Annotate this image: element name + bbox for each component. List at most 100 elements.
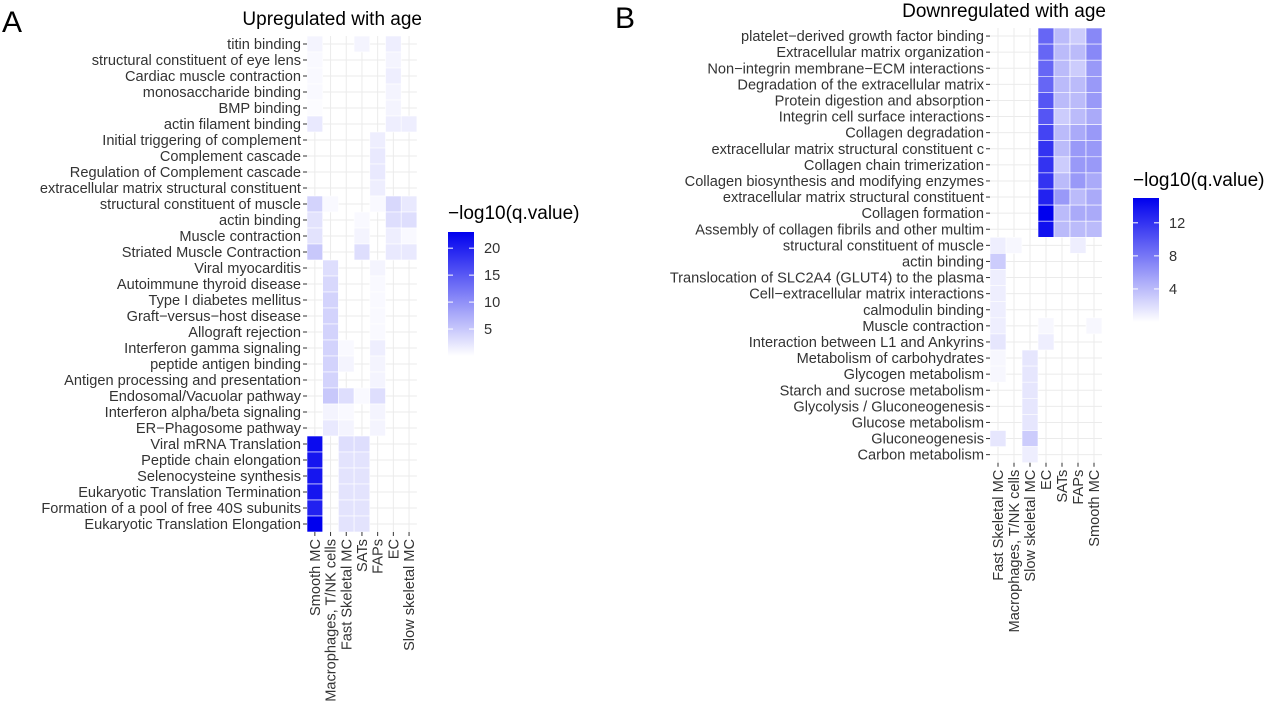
row-label: Muscle contraction: [862, 319, 984, 335]
heatmap-cell: [338, 435, 355, 453]
heatmap-cell: [1069, 76, 1087, 93]
legend-tick-label: 15: [484, 268, 500, 284]
heatmap-cell: [369, 291, 386, 309]
heatmap-cell: [338, 451, 355, 469]
row-label: Complement cascade: [160, 149, 301, 165]
legend-tick-label: 8: [1169, 249, 1177, 265]
column-label: Macrophages, T/NK cells: [1007, 470, 1023, 633]
heatmap-cell: [306, 435, 323, 453]
legend-colorbar: [1133, 198, 1159, 322]
heatmap-cell: [369, 403, 386, 421]
heatmap-cell: [1053, 76, 1071, 93]
heatmap-cell: [1037, 76, 1055, 93]
heatmap-cell: [385, 67, 402, 85]
row-label: Autoimmune thyroid disease: [117, 277, 301, 293]
heatmap-cell: [1085, 204, 1103, 222]
heatmap-cell: [1069, 108, 1087, 125]
heatmap-cell: [306, 67, 323, 85]
heatmap-cell: [306, 99, 323, 117]
row-label: Collagen biosynthesis and modifying enzy…: [685, 174, 984, 190]
heatmap-cell: [353, 243, 371, 261]
heatmap-cell: [353, 515, 371, 533]
heatmap-cell: [353, 227, 371, 245]
row-label: platelet−derived growth factor binding: [741, 29, 984, 45]
row-label: Metabolism of carbohydrates: [797, 351, 984, 367]
heatmap-cell: [1053, 59, 1071, 77]
heatmap-cell: [989, 349, 1007, 367]
heatmap-cell: [306, 515, 323, 533]
heatmap-cell: [306, 483, 323, 501]
row-label: actin binding: [902, 254, 984, 270]
heatmap-cell: [369, 323, 386, 341]
row-label: structural constituent of muscle: [783, 238, 984, 254]
heatmap-cell: [1053, 124, 1071, 141]
heatmap-cell: [306, 115, 323, 133]
row-label: Extracellular matrix organization: [776, 45, 984, 61]
heatmap-cell: [385, 227, 402, 245]
heatmap-cell: [353, 35, 371, 53]
heatmap-cell: [1069, 237, 1087, 254]
row-label: Glycogen metabolism: [844, 367, 984, 383]
heatmap-cell: [1021, 397, 1039, 415]
heatmap-cell: [989, 253, 1007, 270]
row-label: Antigen processing and presentation: [64, 373, 301, 389]
column-label: EC: [386, 539, 402, 559]
heatmap-cell: [989, 285, 1007, 303]
heatmap-cell: [1085, 27, 1103, 45]
heatmap-cell: [322, 291, 339, 309]
column-label: Fast Skeletal MC: [991, 470, 1007, 581]
row-label: Carbon metabolism: [857, 448, 984, 464]
heatmap-cell: [322, 403, 339, 421]
row-label: actin filament binding: [164, 117, 301, 133]
heatmap-cell: [1053, 92, 1071, 109]
row-label: Allograft rejection: [188, 325, 301, 341]
row-label: Collagen formation: [862, 206, 985, 222]
row-label: Protein digestion and absorption: [775, 93, 984, 109]
heatmap-cell: [306, 195, 323, 213]
row-label: Collagen chain trimerization: [804, 158, 984, 174]
heatmap-cell: [1053, 140, 1071, 158]
heatmap-cell: [1069, 27, 1087, 45]
column-label: FAPs: [371, 539, 387, 574]
column-label: Macrophages, T/NK cells: [324, 539, 340, 702]
heatmap-cell: [1053, 204, 1071, 222]
heatmap-cell: [385, 35, 402, 53]
heatmap-cell: [1037, 140, 1055, 158]
row-label: Graft−versus−host disease: [127, 309, 301, 325]
heatmap-cell: [989, 301, 1007, 319]
row-label: Non−integrin membrane−ECM interactions: [707, 61, 984, 77]
heatmap-cell: [1021, 414, 1039, 431]
column-label: Fast Skeletal MC: [339, 539, 355, 650]
heatmap-cell: [306, 499, 323, 517]
row-label: Integrin cell surface interactions: [779, 110, 984, 126]
heatmap-cell: [1085, 124, 1103, 141]
heatmap-cell: [1069, 140, 1087, 158]
heatmap-cell: [338, 483, 355, 501]
row-label: extracellular matrix structural constitu…: [711, 142, 984, 158]
row-label: Striated Muscle Contraction: [122, 245, 301, 261]
heatmap-cell: [353, 467, 371, 485]
heatmap-cell: [322, 275, 339, 293]
heatmap-cell: [1085, 172, 1103, 190]
heatmap-cell: [338, 499, 355, 517]
heatmap-cell: [369, 147, 386, 165]
row-label: actin binding: [219, 213, 301, 229]
row-label: Interaction between L1 and Ankyrins: [749, 335, 984, 351]
heatmap-cell: [1053, 43, 1071, 61]
heatmap-cell: [1085, 92, 1103, 109]
row-label: Endosomal/Vacuolar pathway: [109, 389, 302, 405]
legend-tick-label: 5: [484, 322, 492, 338]
heatmap-cell: [338, 419, 355, 437]
heatmap-cell: [1037, 156, 1055, 174]
heatmap-cell: [369, 131, 386, 149]
panel-letter: B: [615, 2, 635, 35]
heatmap-cell: [369, 371, 386, 389]
row-label: ER−Phagosome pathway: [136, 421, 302, 437]
row-label: Regulation of Complement cascade: [70, 165, 301, 181]
heatmap-cell: [1085, 140, 1103, 158]
heatmap-cell: [369, 163, 386, 181]
row-label: Interferon gamma signaling: [124, 341, 301, 357]
row-label: Formation of a pool of free 40S subunits: [41, 501, 301, 517]
heatmap-cell: [306, 227, 323, 245]
